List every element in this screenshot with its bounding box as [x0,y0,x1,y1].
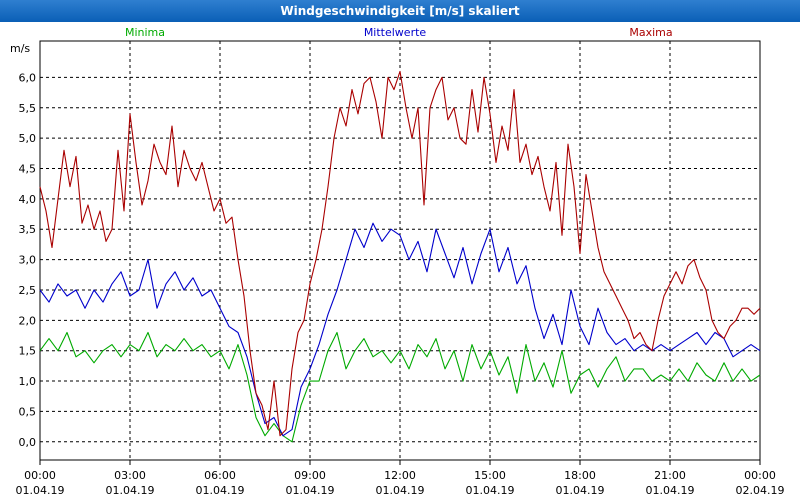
y-tick-label: 4,5 [19,163,37,176]
x-tick-date: 01.04.19 [466,484,515,497]
y-tick-label: 2,0 [19,314,37,327]
y-tick-label: 4,0 [19,193,37,206]
legend: Minima Mittelwerte Maxima [125,26,673,39]
legend-maxima: Maxima [629,26,672,39]
y-axis-label: m/s [10,42,30,55]
x-axis-ticks: 00:00 01.04.19 03:00 01.04.19 06:00 01.04.19 0… [16,460,785,497]
y-tick-label: 1,0 [19,375,37,388]
chart-title: Windgeschwindigkeit [m/s] skaliert [0,0,800,22]
x-tick-date: 02.04.19 [736,484,785,497]
y-tick-label: 3,5 [19,223,37,236]
y-tick-label: 5,5 [19,102,37,115]
y-tick-label: 5,0 [19,132,37,145]
series-line-maxima [39,70,761,437]
x-tick-date: 01.04.19 [286,484,335,497]
series-line-mittelwerte [39,222,761,437]
x-tick-time: 06:00 [204,469,236,482]
y-tick-label: 0,5 [19,405,37,418]
series-line-minima [39,331,761,443]
x-tick-date: 01.04.19 [376,484,425,497]
x-tick-time: 18:00 [564,469,596,482]
x-tick-time: 21:00 [654,469,686,482]
x-tick-time: 09:00 [294,469,326,482]
x-tick-time: 00:00 [744,469,776,482]
x-tick-time: 15:00 [474,469,506,482]
x-tick-time: 03:00 [114,469,146,482]
legend-minima: Minima [125,26,165,39]
x-tick-date: 01.04.19 [646,484,695,497]
y-tick-label: 1,5 [19,345,37,358]
y-tick-label: 6,0 [19,71,37,84]
legend-mittelwerte: Mittelwerte [364,26,427,39]
x-tick-date: 01.04.19 [556,484,605,497]
x-tick-time: 12:00 [384,469,416,482]
x-tick-date: 01.04.19 [106,484,155,497]
x-tick-date: 01.04.19 [196,484,245,497]
series-lines [39,70,761,443]
x-tick-date: 01.04.19 [16,484,65,497]
y-tick-label: 3,0 [19,254,37,267]
y-tick-label: 0,0 [19,436,37,449]
x-tick-time: 00:00 [24,469,56,482]
y-tick-label: 2,5 [19,284,37,297]
y-axis-ticks: 0,0 0,5 1,0 1,5 2,0 2,5 3,0 3,5 4,0 4,5 5,0 5,5 6,0 [19,71,37,448]
